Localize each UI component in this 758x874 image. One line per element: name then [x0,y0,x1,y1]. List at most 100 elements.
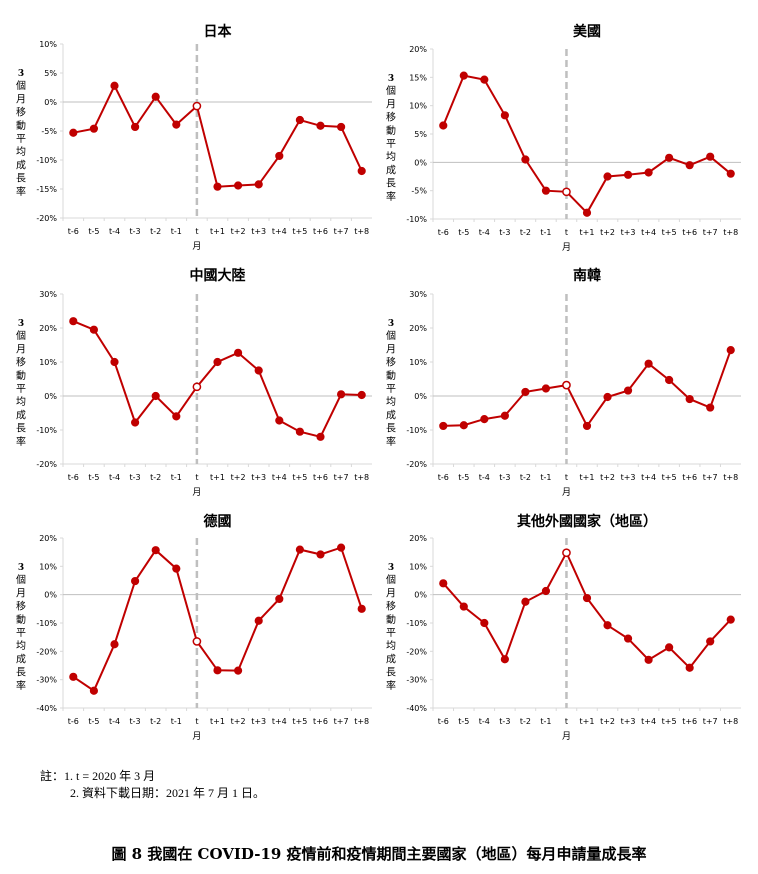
y-tick-label: -10% [36,619,57,628]
series-line [443,349,732,428]
data-point [439,579,448,588]
y-axis-label-char: 成 [386,409,396,421]
y-tick-label: 30% [39,290,57,299]
x-tick-label: t-5 [458,717,469,726]
y-axis-label-char: 長 [386,178,396,190]
y-axis-label-char: 個 [16,573,26,586]
x-tick-label: t+5 [292,473,307,482]
data-point [110,81,119,90]
x-tick-label: t+7 [703,228,718,237]
data-point [480,75,489,84]
y-axis-label-char: 平 [386,384,396,395]
x-tick-label: t+6 [682,228,697,237]
y-tick-label: -10% [406,215,427,224]
x-tick-label: t-2 [150,227,161,236]
chart-title: 德國 [204,513,232,530]
x-tick-label: t+7 [703,717,718,726]
x-tick-label: t [195,227,198,236]
x-tick-label: t+5 [292,227,307,236]
x-axis-label: 月 [562,731,571,742]
y-axis-label-char: 移 [16,600,26,613]
data-point [685,394,694,404]
x-tick-label: t+8 [723,473,738,482]
y-axis-label-char: 平 [16,384,26,395]
x-tick-label: t-6 [68,717,79,726]
x-tick-label: t+3 [621,228,636,237]
x-tick-label: t+1 [580,228,595,237]
data-point [562,187,571,197]
data-point [357,390,366,400]
series-line [442,74,732,215]
chart-title: 南韓 [573,267,601,284]
x-tick-label: t-3 [130,717,141,726]
x-tick-label: t+2 [231,227,246,236]
x-tick-label: t+3 [251,473,266,482]
y-tick-label: 0% [414,392,427,401]
y-axis-label-char: 動 [16,369,26,382]
x-tick-label: t+1 [210,473,225,482]
x-tick-label: t+1 [580,717,595,726]
data-point [151,546,160,555]
y-axis-label-char: 均 [16,146,26,158]
y-tick-label: 20% [39,534,57,543]
x-tick-label: t [195,717,198,726]
y-axis-label-char: 長 [16,667,26,679]
y-tick-label: 30% [409,290,427,299]
y-tick-label: 10% [39,40,57,49]
data-point [665,153,674,162]
x-tick-label: t+5 [662,473,677,482]
data-point [234,181,243,190]
y-tick-label: -10% [36,426,57,435]
y-tick-label: -20% [406,647,427,656]
data-point [316,121,325,130]
x-tick-label: t-1 [540,717,551,726]
data-point [582,208,592,217]
data-point [89,325,99,334]
data-point [459,421,468,430]
data-point [131,576,140,586]
data-point [521,155,530,164]
data-point [665,643,674,652]
data-point [521,597,530,606]
note-2: 2. 資料下載日期：2021 年 7 月 1 日。 [70,786,266,800]
y-tick-label: 20% [409,324,427,333]
series-line [72,320,362,438]
y-axis-label-char: 個 [386,329,396,342]
x-tick-label: t+4 [641,473,656,482]
y-axis-label-char: 率 [386,435,396,448]
data-point [644,359,653,368]
y-axis-label-char: 月 [386,587,396,599]
x-tick-label: t-2 [520,717,531,726]
x-tick-label: t+3 [251,227,266,236]
x-tick-label: t+4 [641,717,656,726]
data-point [439,121,448,130]
data-point [623,634,633,643]
data-point [234,348,243,357]
chart-title: 其他外國國家（地區） [517,513,657,530]
data-point [254,616,263,625]
x-tick-label: t+6 [313,473,328,482]
data-point [337,122,346,132]
y-tick-label: 10% [409,562,427,571]
x-tick-label: t-6 [438,717,449,726]
data-point [89,686,99,695]
y-tick-label: -40% [36,704,57,713]
y-axis-label-char: 平 [16,134,26,145]
x-axis-label: 月 [562,242,571,253]
y-axis-label-char: 均 [386,640,396,652]
y-tick-label: -10% [36,156,57,165]
y-tick-label: 5% [414,130,427,139]
data-point [254,180,263,189]
x-tick-label: t-4 [479,228,490,237]
x-axis-label: 月 [562,487,571,498]
y-axis-label-char: 個 [16,79,26,92]
y-tick-label: -10% [406,619,427,628]
y-tick-label: -5% [411,187,427,196]
data-point [685,161,694,170]
